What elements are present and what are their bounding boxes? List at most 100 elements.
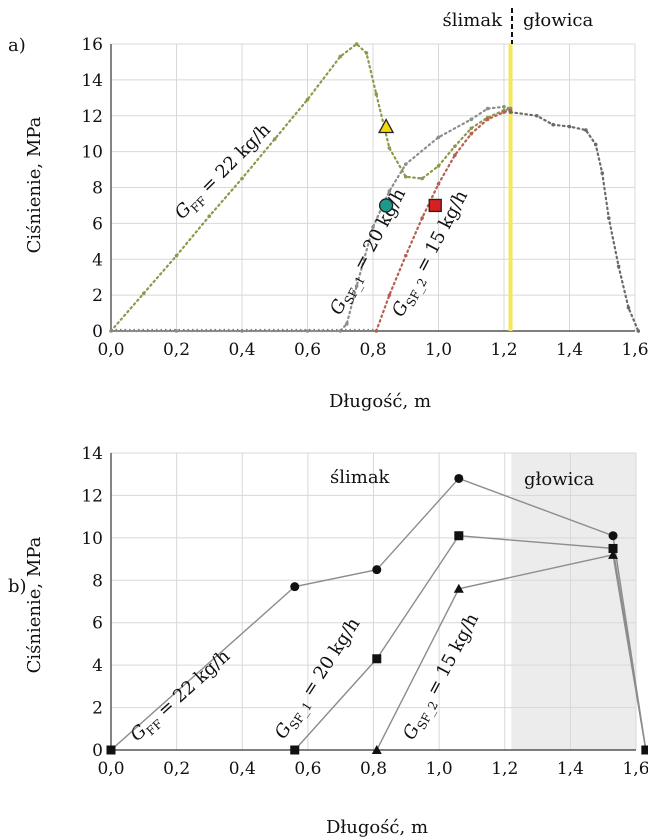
- triangle-marker: [371, 745, 382, 754]
- series-label-rest: = 15 kg/h: [420, 610, 483, 704]
- y-tick-label: 12: [81, 107, 103, 127]
- x-axis-label: Długość, m: [329, 391, 431, 412]
- data-point: [469, 117, 474, 122]
- data-point: [436, 135, 441, 140]
- markers: [378, 118, 442, 213]
- chart-b: b) 0 2 4 6 8 10 12 14 0,0 0,2 0,4 0,6 0,8 1,0 1,2 1,4 1,…: [8, 444, 648, 838]
- y-axis-label: Ciśnienie, MPa: [24, 116, 45, 253]
- x-tick-label: 0,4: [229, 759, 256, 779]
- data-point: [502, 110, 506, 114]
- y-tick-label: 8: [92, 571, 103, 591]
- data-point: [305, 97, 310, 102]
- data-point: [374, 92, 379, 97]
- x-tick-label: 1,4: [557, 759, 584, 779]
- x-tick-label: 0,0: [97, 759, 124, 779]
- y-tick-label: 10: [81, 529, 103, 549]
- data-point: [508, 110, 513, 114]
- x-tick-label: 0,2: [163, 759, 190, 779]
- y-axis-label: Ciśnienie, MPa: [24, 536, 45, 673]
- x-tick-label: 0,6: [294, 759, 321, 779]
- series-label: GSF_2 = 15 kg/h: [399, 610, 486, 745]
- series-label: GSF_1 = 20 kg/h: [271, 614, 367, 745]
- panel-label-b: b): [8, 576, 27, 597]
- data-point: [593, 142, 598, 147]
- x-tick-label: 0,6: [294, 340, 321, 360]
- y-tick-label: 4: [92, 656, 103, 676]
- data-point: [207, 214, 212, 218]
- tick-labels: 0 2 4 6 8 10 12 14 16 0,0 0,2 0,4 0,6 0,8 1,0 1,2 1,4 1,6: [81, 35, 648, 360]
- x-tick-label: 1,2: [490, 340, 517, 360]
- data-point: [174, 253, 179, 258]
- series-line: [110, 477, 647, 751]
- square-marker: [608, 543, 618, 553]
- data-point: [420, 176, 424, 181]
- series-group: [106, 473, 648, 755]
- data-point: [436, 164, 441, 168]
- series-label: GSF_1 = 20 kg/h: [326, 185, 413, 320]
- data-point: [364, 51, 369, 55]
- data-point: [616, 264, 621, 269]
- triangle-marker: [608, 549, 619, 559]
- series-group: [109, 8, 641, 333]
- data-point: [453, 153, 457, 158]
- y-tick-label: 2: [92, 699, 103, 719]
- panel-label-a: a): [8, 35, 26, 56]
- data-point: [387, 189, 392, 193]
- region-label-glowica: głowica: [524, 469, 594, 490]
- data-point: [600, 171, 605, 175]
- square-marker: [290, 745, 300, 755]
- data-point: [374, 329, 379, 333]
- series-label-rest: = 22 kg/h: [149, 645, 234, 725]
- circle-marker: [454, 473, 464, 483]
- circle-marker: [290, 582, 300, 592]
- data-point: [371, 225, 375, 229]
- data-point: [403, 162, 408, 166]
- data-point: [485, 106, 490, 111]
- data-point: [626, 305, 631, 310]
- series-line: [109, 42, 512, 333]
- tick-labels: 0 2 4 6 8 10 12 14 0,0 0,2 0,4 0,6 0,8 1,0 1,2 1,4 1,6: [81, 444, 648, 779]
- circle-marker: [372, 565, 382, 575]
- triangle-marker: [453, 583, 464, 593]
- series-label-rest: = 20 kg/h: [347, 185, 410, 279]
- glowica-shade: [511, 453, 636, 750]
- data-point: [403, 174, 408, 179]
- y-tick-label: 0: [92, 741, 103, 761]
- square-marker: [372, 654, 382, 664]
- y-tick-label: 0: [92, 322, 103, 342]
- data-point: [338, 54, 343, 59]
- series-line: [376, 553, 647, 751]
- data-point: [305, 329, 310, 333]
- x-tick-label: 0,8: [359, 340, 386, 360]
- data-point: [453, 144, 457, 149]
- data-point: [636, 329, 641, 333]
- y-tick-label: 14: [81, 444, 103, 464]
- data-point: [436, 182, 441, 186]
- data-point: [403, 253, 408, 258]
- data-point: [607, 216, 611, 220]
- x-tick-label: 1,0: [425, 340, 452, 360]
- data-point: [354, 284, 359, 288]
- y-tick-label: 6: [92, 214, 103, 234]
- x-tick-label: 0,0: [97, 340, 124, 360]
- grid: [110, 43, 636, 332]
- data-point: [469, 126, 474, 131]
- region-label-slimak: ślimak: [330, 467, 391, 488]
- series-label-rest: = 20 kg/h: [295, 614, 365, 706]
- endpoint-marker: [106, 745, 116, 755]
- x-tick-label: 0,8: [360, 759, 387, 779]
- circle-marker: [608, 531, 618, 541]
- data-point: [240, 176, 244, 181]
- data-point: [345, 322, 349, 326]
- series-line: [375, 109, 512, 333]
- data-point: [551, 122, 555, 127]
- x-tick-label: 1,6: [621, 340, 648, 360]
- y-tick-label: 4: [92, 250, 103, 270]
- y-tick-label: 6: [92, 614, 103, 634]
- data-point: [534, 113, 539, 118]
- y-tick-label: 12: [81, 486, 103, 506]
- y-tick-label: 16: [81, 35, 103, 55]
- triangle-marker: [378, 118, 395, 134]
- circle-marker: [378, 198, 394, 213]
